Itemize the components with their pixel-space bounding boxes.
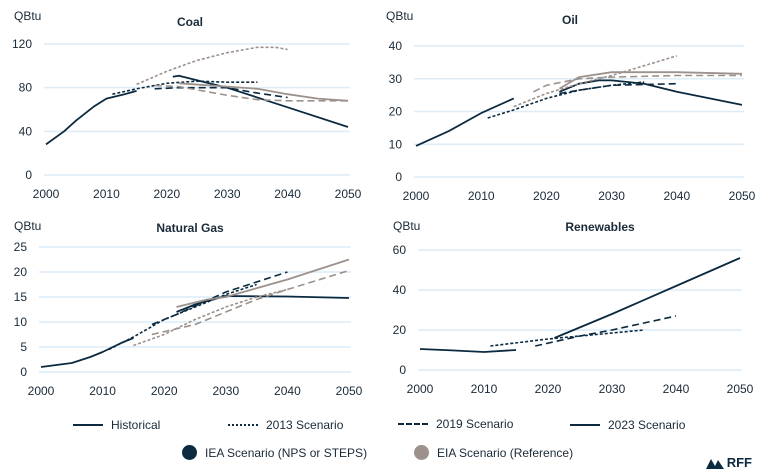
legend-eia-dot: [414, 445, 429, 460]
legend-2023: 2023 Scenario: [570, 418, 685, 432]
mountain-icon: [705, 458, 724, 469]
x-tick-label: 2040: [274, 187, 301, 201]
legend-label: IEA Scenario (NPS or STEPS): [205, 445, 368, 460]
x-tick-label: 2040: [274, 384, 301, 398]
series-iea-2023-scenario: [172, 74, 349, 128]
series-eia-2019-scenario: [151, 269, 350, 336]
rff-logo: RFF: [705, 455, 752, 470]
x-tick-label: 2000: [407, 382, 434, 396]
x-tick-label: 2010: [93, 187, 120, 201]
legend-solid-swatch: [73, 424, 103, 426]
x-tick-label: 2050: [729, 189, 756, 203]
series-iea-2013-scenario: [108, 283, 257, 351]
legend-2019: 2019 Scenario: [398, 417, 513, 431]
x-tick-label: 2030: [598, 189, 625, 203]
y-tick-label: 0: [395, 170, 402, 184]
legend-iea-dot: [182, 445, 197, 460]
y-tick-label: 40: [19, 124, 33, 138]
legend-label: EIA Scenario (Reference): [437, 445, 574, 460]
x-tick-label: 2020: [533, 189, 560, 203]
y-tick-label: 40: [389, 39, 403, 53]
series-eia-2023-scenario: [176, 258, 350, 308]
y-tick-label: 0: [20, 365, 27, 379]
series-iea-historical: [45, 90, 137, 146]
y-tick-label: 15: [14, 290, 28, 304]
x-tick-label: 2010: [471, 382, 498, 396]
x-tick-label: 2020: [535, 382, 562, 396]
y-axis-label: QBtu: [14, 219, 41, 233]
series-iea-2019-scenario: [559, 82, 677, 95]
series-iea-historical: [40, 337, 134, 368]
series-eia-2023-scenario: [558, 71, 743, 90]
x-tick-label: 2010: [468, 189, 495, 203]
y-axis-label: QBtu: [14, 9, 41, 23]
y-tick-label: 20: [389, 105, 403, 119]
y-tick-label: 60: [393, 243, 407, 257]
x-tick-label: 2050: [336, 384, 363, 398]
legend-label: 2023 Scenario: [608, 418, 686, 432]
y-tick-label: 20: [14, 265, 28, 279]
x-tick-label: 2050: [727, 382, 754, 396]
chart-title: Coal: [177, 15, 203, 29]
series-eia-2023-scenario: [178, 82, 349, 102]
legend-label: 2013 Scenario: [266, 418, 344, 432]
chart-title: Oil: [562, 13, 578, 27]
series-iea-2023-scenario: [554, 257, 741, 339]
series-iea-2023-scenario: [559, 79, 743, 106]
legend-label: 2019 Scenario: [436, 417, 514, 431]
series-iea-2019-scenario: [151, 271, 288, 326]
y-axis-label: QBtu: [386, 9, 413, 23]
series-eia-2013-scenario: [513, 55, 678, 108]
y-tick-label: 0: [25, 168, 32, 182]
x-tick-label: 2030: [212, 384, 239, 398]
series-iea-2023-scenario: [176, 295, 350, 313]
series-iea-2019-scenario: [154, 86, 288, 99]
y-tick-label: 5: [20, 340, 27, 354]
series-eia-2013-scenario: [136, 46, 288, 86]
legend-eia: EIA Scenario (Reference): [414, 445, 573, 460]
x-tick-label: 2000: [403, 189, 430, 203]
logo-text: RFF: [726, 455, 752, 470]
y-tick-label: 30: [389, 72, 403, 86]
series-iea-2013-scenario: [487, 81, 645, 119]
y-tick-label: 25: [14, 240, 28, 254]
legend-dashed-swatch: [398, 423, 428, 425]
series-eia-2013-scenario: [133, 288, 288, 347]
x-tick-label: 2000: [33, 187, 60, 201]
series-iea-2019-scenario: [535, 315, 677, 347]
x-tick-label: 2020: [153, 187, 180, 201]
series-iea-historical: [419, 348, 517, 353]
y-tick-label: 40: [393, 283, 407, 297]
series-iea-historical: [415, 97, 515, 147]
y-tick-label: 20: [393, 323, 407, 337]
legend-label: Historical: [111, 418, 161, 432]
x-tick-label: 2020: [151, 384, 178, 398]
x-tick-label: 2050: [335, 187, 362, 201]
legend-solid-swatch: [570, 424, 600, 426]
y-tick-label: 0: [399, 363, 406, 377]
chart-title: Renewables: [565, 220, 635, 234]
series-eia-2019-scenario: [533, 74, 742, 93]
legend-iea: IEA Scenario (NPS or STEPS): [182, 445, 367, 460]
legend-dotted-swatch: [228, 424, 258, 426]
series-eia-2019-scenario: [154, 84, 348, 102]
legend-2013: 2013 Scenario: [228, 418, 343, 432]
x-tick-label: 2040: [663, 189, 690, 203]
x-tick-label: 2030: [599, 382, 626, 396]
x-tick-label: 2010: [89, 384, 116, 398]
x-tick-label: 2000: [28, 384, 55, 398]
series-iea-2013-scenario: [112, 80, 258, 95]
y-tick-label: 120: [12, 37, 32, 51]
y-axis-label: QBtu: [393, 219, 420, 233]
chart-title: Natural Gas: [156, 221, 224, 235]
y-tick-label: 10: [389, 137, 403, 151]
y-tick-label: 80: [19, 81, 33, 95]
x-tick-label: 2040: [663, 382, 690, 396]
x-tick-label: 2030: [214, 187, 241, 201]
y-tick-label: 10: [14, 315, 28, 329]
legend-historical: Historical: [73, 418, 160, 432]
